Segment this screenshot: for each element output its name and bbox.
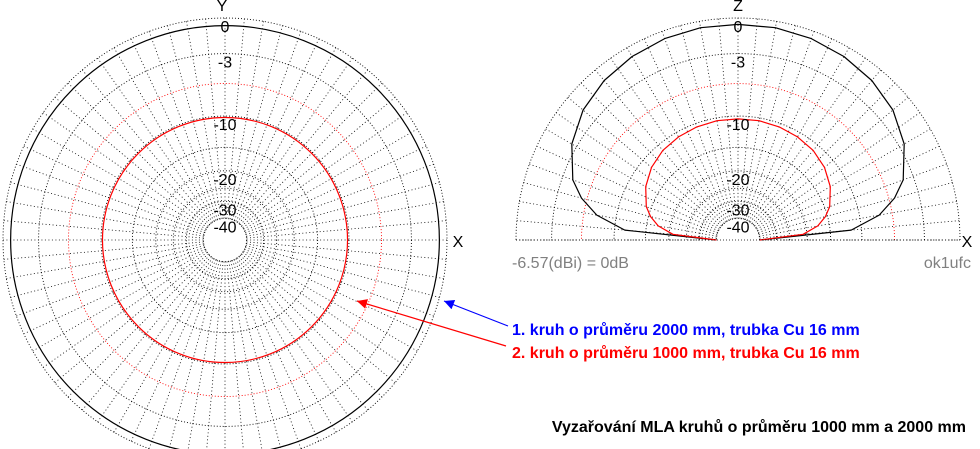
grid-ring xyxy=(172,187,278,293)
series-trace-2 xyxy=(645,118,831,241)
grid-spoke xyxy=(23,145,206,232)
grid-spoke xyxy=(610,57,726,223)
elevation-polar-plot: 0 -3 -10 -20 -30-40 Z X xyxy=(515,0,973,251)
ring-label: -30 xyxy=(213,202,236,219)
azimuth-axis-label-x: X xyxy=(453,234,464,251)
grid-ring xyxy=(581,83,895,241)
legend-arrow-blue xyxy=(443,299,509,327)
elevation-axis-label-x: X xyxy=(962,234,973,251)
author-signature: ok1ufc xyxy=(924,255,971,272)
grid-spoke xyxy=(743,25,796,220)
ring-label: -30 xyxy=(726,202,749,219)
grid-spoke xyxy=(130,259,217,442)
grid-ring xyxy=(685,187,791,241)
azimuth-polar-plot: 0 -3 -10 -20 -30-40 Y X xyxy=(2,0,464,449)
grid-ring xyxy=(668,170,808,241)
azimuth-series xyxy=(10,25,440,449)
grid-spoke xyxy=(206,261,224,449)
grid-spoke xyxy=(242,252,408,368)
grid-ring xyxy=(698,200,778,241)
azimuth-grid xyxy=(2,17,448,449)
grid-ring xyxy=(131,146,319,334)
legend-item-2: 2. kruh o průměru 1000 mm, trubka Cu 16 … xyxy=(512,345,860,362)
ring-label: 0 xyxy=(221,19,230,36)
grid-spoke xyxy=(237,257,353,423)
ring-label: -3 xyxy=(218,55,232,72)
azimuth-ring-labels: 0 -3 -10 -20 -30-40 xyxy=(213,19,236,236)
grid-spoke xyxy=(239,82,383,226)
ring-label: -20 xyxy=(726,172,749,189)
reference-note: -6.57(dBi) = 0dB xyxy=(512,255,629,272)
figure-caption: Vyzařování MLA kruhů o průměru 1000 mm a… xyxy=(552,419,966,436)
azimuth-axis-label-y: Y xyxy=(217,0,228,15)
grid-ring xyxy=(155,170,295,310)
grid-ring xyxy=(2,17,448,449)
grid-spoke xyxy=(758,182,953,235)
elevation-axis-label-z: Z xyxy=(733,0,743,15)
ring-label: 0 xyxy=(734,19,743,36)
grid-ring xyxy=(715,218,761,241)
grid-ring xyxy=(38,53,412,427)
grid-ring xyxy=(68,83,382,397)
series-trace-1 xyxy=(571,23,905,241)
series-trace-1 xyxy=(10,25,440,449)
grid-spoke xyxy=(242,112,408,228)
grid-spoke xyxy=(67,254,211,398)
grid-spoke xyxy=(245,245,440,298)
grid-spoke xyxy=(239,254,383,398)
grid-spoke xyxy=(244,145,427,232)
legend-item-1: 1. kruh o průměru 2000 mm, trubka Cu 16 … xyxy=(512,322,860,339)
grid-spoke xyxy=(755,112,921,228)
grid-spoke xyxy=(245,182,440,235)
series-trace-2 xyxy=(101,116,349,364)
ring-label: -40 xyxy=(213,219,236,236)
elevation-grid xyxy=(515,17,961,241)
grid-spoke xyxy=(237,57,353,223)
grid-spoke xyxy=(10,245,205,298)
grid-spoke xyxy=(67,82,211,226)
ring-label: -20 xyxy=(213,172,236,189)
grid-spoke xyxy=(130,38,217,221)
grid-spoke xyxy=(680,25,733,220)
elevation-ring-labels: 0 -3 -10 -20 -30-40 xyxy=(726,19,749,236)
ring-label: -10 xyxy=(726,117,749,134)
grid-spoke xyxy=(228,261,263,449)
grid-spoke xyxy=(230,25,283,220)
grid-spoke xyxy=(167,25,220,220)
grid-spoke xyxy=(523,182,718,235)
ring-label: -10 xyxy=(213,117,236,134)
grid-ring xyxy=(202,217,248,263)
grid-spoke xyxy=(42,112,208,228)
grid-spoke xyxy=(97,257,213,423)
grid-spoke xyxy=(752,82,896,226)
grid-spoke xyxy=(233,38,320,221)
grid-spoke xyxy=(580,82,724,226)
grid-spoke xyxy=(187,261,222,449)
grid-spoke xyxy=(10,182,205,235)
grid-ring xyxy=(515,17,961,241)
grid-spoke xyxy=(746,38,833,221)
grid-spoke xyxy=(750,57,866,223)
grid-spoke xyxy=(97,57,213,223)
ring-label: -40 xyxy=(726,219,749,236)
grid-spoke xyxy=(226,261,244,449)
legend-arrow-red xyxy=(356,299,507,347)
grid-ring xyxy=(100,115,350,365)
elevation-series xyxy=(516,23,960,241)
grid-ring xyxy=(613,115,863,241)
grid-spoke xyxy=(42,252,208,368)
ring-label: -3 xyxy=(731,55,745,72)
grid-ring xyxy=(185,200,265,280)
grid-ring xyxy=(551,53,925,241)
grid-spoke xyxy=(555,112,721,228)
